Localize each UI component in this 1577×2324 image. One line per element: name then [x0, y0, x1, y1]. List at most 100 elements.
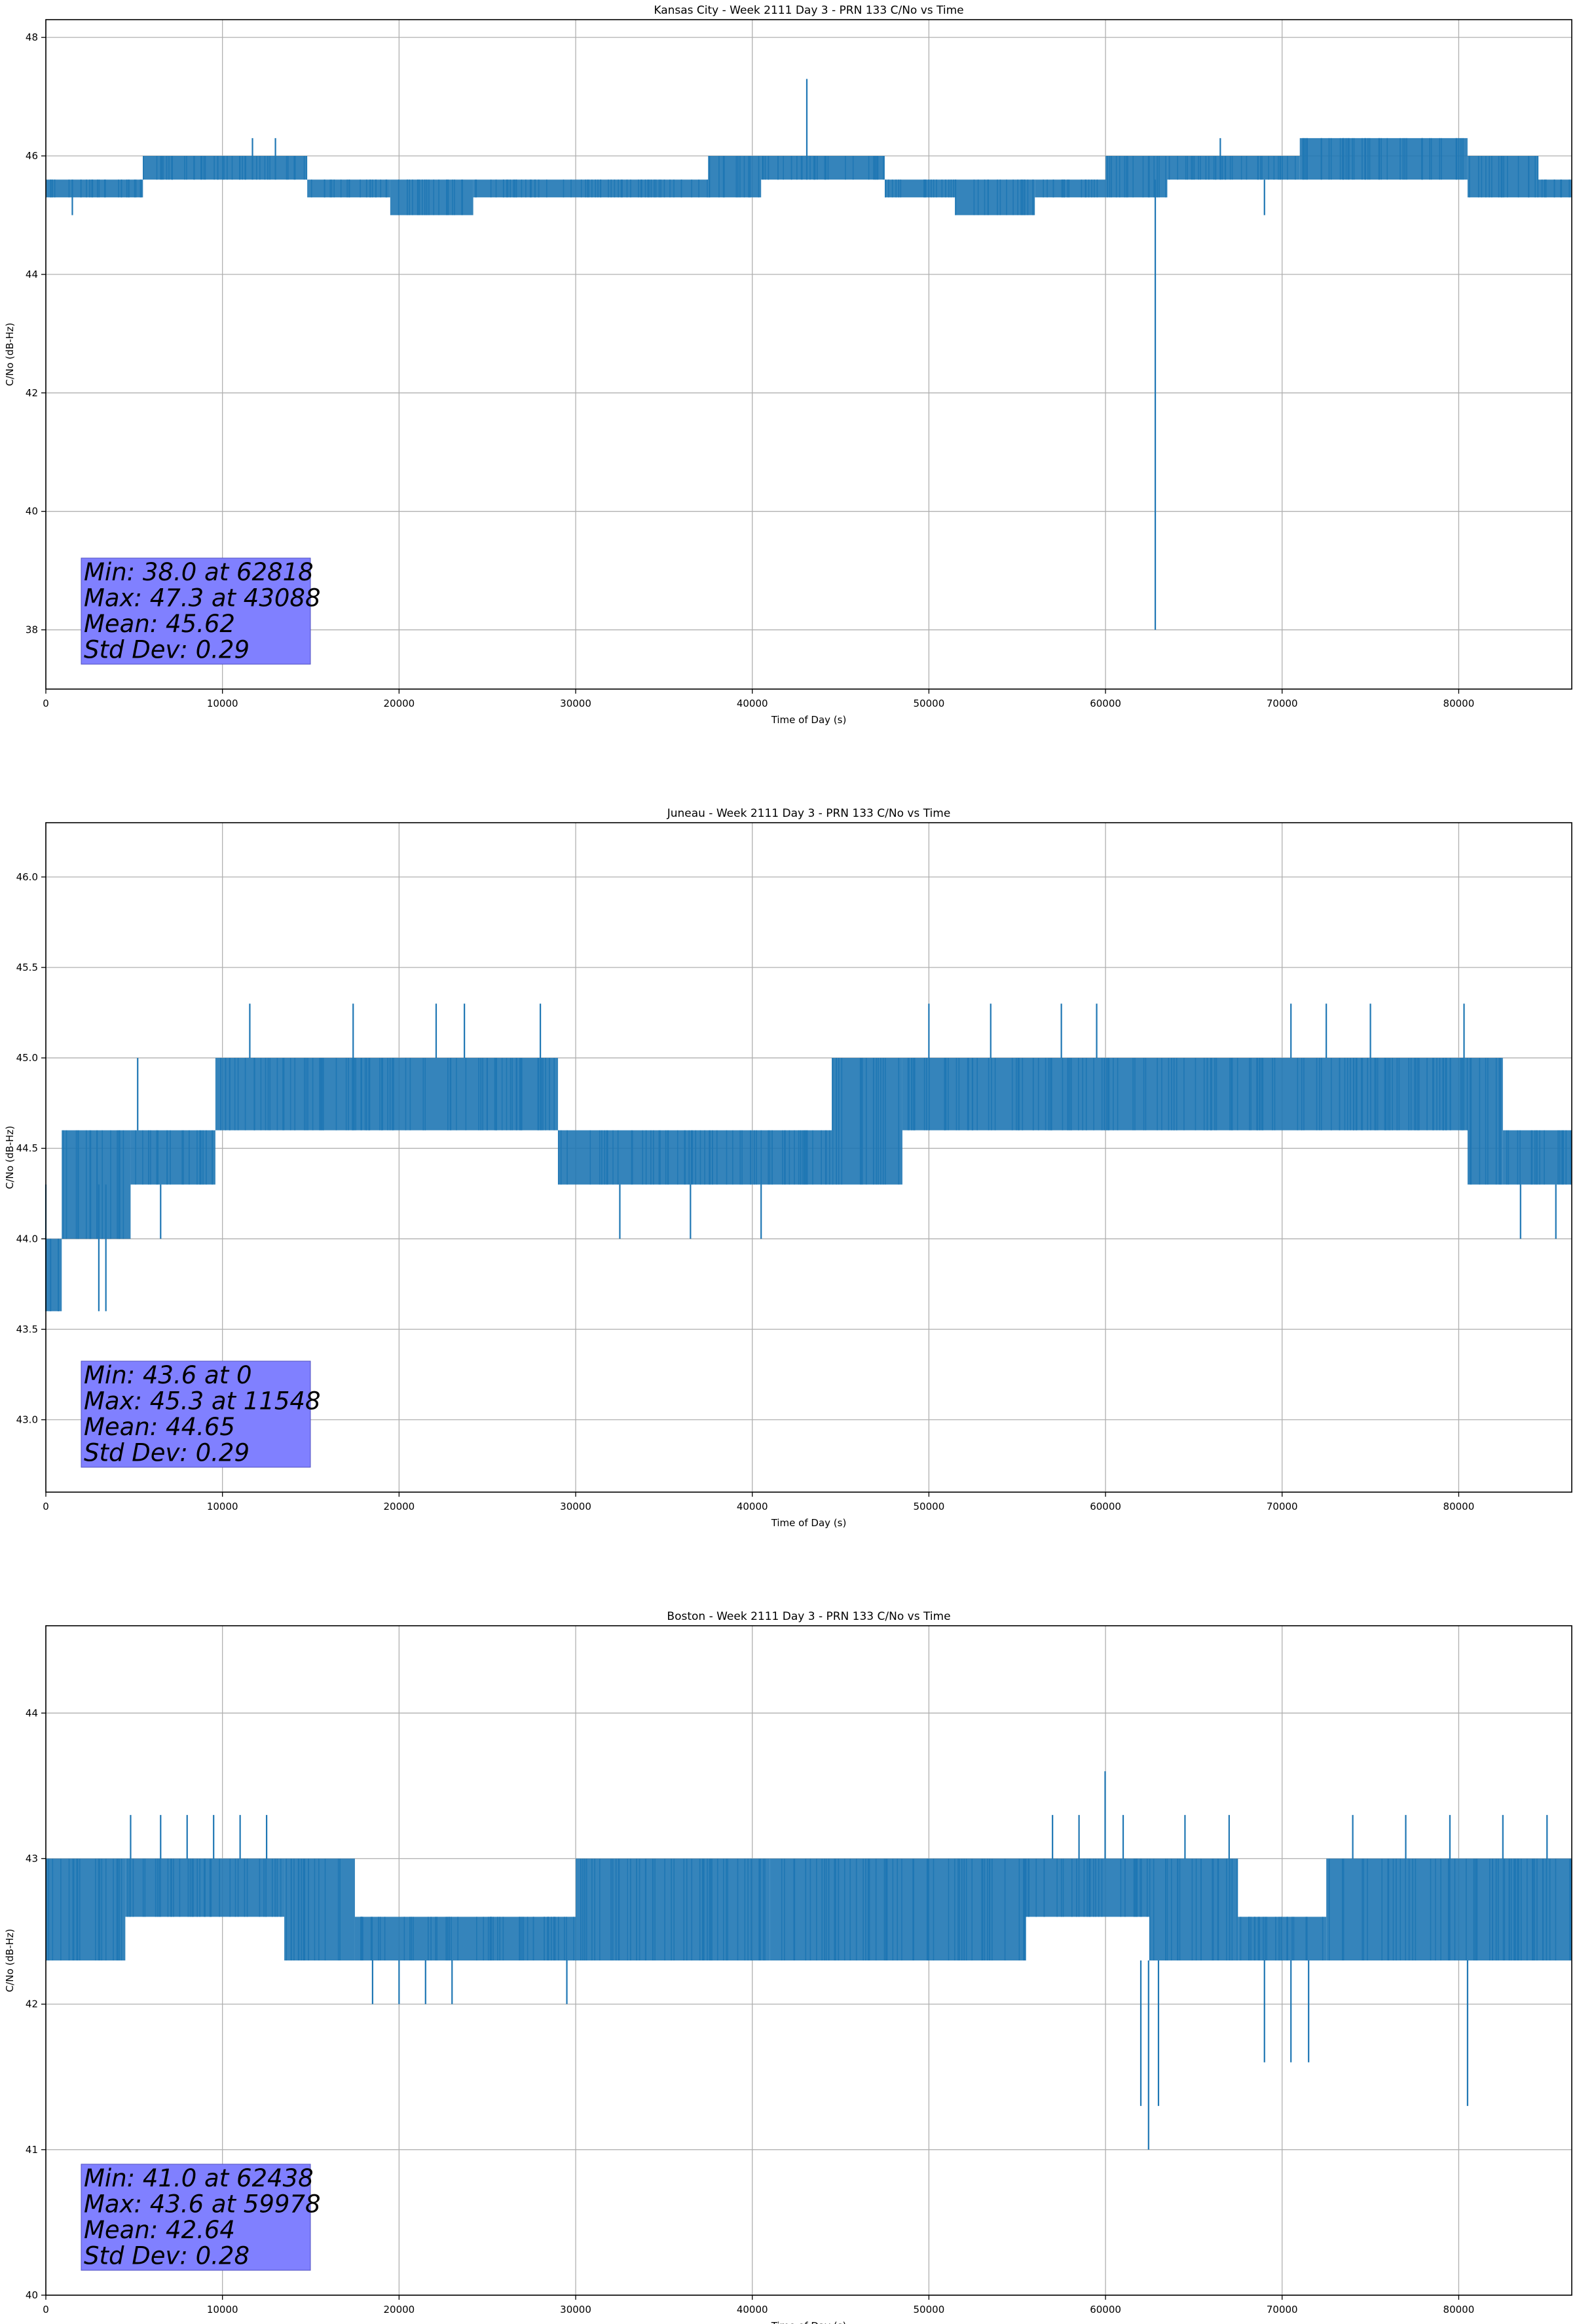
data-band — [628, 1858, 770, 1960]
stats-line: Std Dev: 0.29 — [84, 636, 250, 664]
data-band — [215, 1058, 559, 1131]
data-series — [46, 79, 1572, 630]
data-band — [1149, 1858, 1238, 1960]
x-tick-label: 30000 — [560, 698, 591, 709]
y-tick-label: 46 — [26, 150, 38, 162]
data-band — [1026, 1858, 1150, 1917]
stats-box — [81, 557, 311, 665]
x-tick-label: 70000 — [1267, 2304, 1298, 2315]
x-tick-label: 80000 — [1443, 1501, 1475, 1512]
data-band — [390, 179, 473, 216]
y-tick-label: 43 — [26, 1852, 38, 1864]
x-tick-label: 60000 — [1090, 2304, 1121, 2315]
y-tick-label: 44 — [26, 269, 38, 280]
stats-line: Mean: 44.65 — [84, 1413, 235, 1441]
x-tick-label: 20000 — [383, 698, 415, 709]
x-axis-label: Time of Day (s) — [771, 2320, 847, 2324]
data-band — [284, 1858, 355, 1960]
x-tick-label: 50000 — [914, 2304, 945, 2315]
data-series — [45, 1771, 1572, 2150]
stats-line: Max: 43.6 at 59978 — [84, 2190, 321, 2219]
data-series — [45, 1003, 1572, 1311]
data-band — [761, 156, 885, 180]
data-band — [832, 1058, 902, 1185]
chart-title: Juneau - Week 2111 Day 3 - PRN 133 C/No … — [667, 807, 951, 820]
y-tick-label: 43.0 — [16, 1414, 38, 1426]
x-tick-label: 10000 — [207, 1501, 238, 1512]
y-tick-label: 44 — [26, 1707, 38, 1719]
chart-panel-2: 0 10000 20000 30000 40000 50000 60000 70000 8000… — [4, 807, 1572, 1529]
stats-box — [81, 1360, 311, 1468]
x-tick-label: 20000 — [383, 1501, 415, 1512]
data-band — [884, 179, 955, 198]
x-tick-label: 30000 — [560, 1501, 591, 1512]
stats-line: Mean: 42.64 — [84, 2216, 235, 2244]
chart-panel-3: 0 10000 20000 30000 40000 50000 60000 70000 8000… — [4, 1610, 1572, 2324]
stats-box — [81, 2164, 311, 2271]
y-tick-label: 48 — [26, 31, 38, 43]
y-tick-label: 42 — [26, 1998, 38, 2010]
x-tick-label: 80000 — [1443, 698, 1475, 709]
x-tick-label: 40000 — [737, 698, 768, 709]
x-tick-label: 60000 — [1090, 1501, 1121, 1512]
stats-line: Std Dev: 0.28 — [84, 2242, 250, 2270]
x-tick-label: 70000 — [1267, 698, 1298, 709]
y-tick-label: 38 — [26, 624, 38, 636]
axes-frame — [45, 19, 1572, 690]
x-tick-label: 60000 — [1090, 698, 1121, 709]
y-tick-label: 44.0 — [16, 1233, 38, 1245]
y-tick-label: 45.5 — [16, 962, 38, 973]
data-band — [558, 1130, 832, 1185]
y-tick-label: 45.0 — [16, 1052, 38, 1064]
data-band — [1299, 138, 1468, 180]
data-band — [1105, 156, 1168, 198]
x-axis-label: Time of Day (s) — [771, 1517, 847, 1529]
data-band — [46, 1239, 62, 1311]
data-band — [1467, 156, 1538, 198]
chart-title: Kansas City - Week 2111 Day 3 - PRN 133 … — [654, 4, 963, 17]
x-tick-label: 70000 — [1267, 1501, 1298, 1512]
stats-line: Mean: 45.62 — [84, 610, 235, 638]
y-tick-label: 46.0 — [16, 871, 38, 883]
y-axis-label: C/No (dB-Hz) — [4, 1126, 16, 1190]
x-tick-label: 40000 — [737, 2304, 768, 2315]
stats-line: Min: 41.0 at 62438 — [84, 2164, 314, 2192]
data-band — [354, 1917, 576, 1960]
x-tick-label: 50000 — [914, 698, 945, 709]
x-tick-label: 10000 — [207, 698, 238, 709]
y-axis-label: C/No (dB-Hz) — [4, 323, 16, 386]
y-tick-label: 40 — [26, 506, 38, 517]
y-tick-label: 41 — [26, 2144, 38, 2156]
data-band — [1238, 1917, 1327, 1960]
stats-line: Min: 38.0 at 62818 — [84, 558, 314, 586]
x-tick-label: 30000 — [560, 2304, 591, 2315]
data-band — [46, 1858, 126, 1960]
x-tick-label: 0 — [43, 2304, 49, 2315]
y-tick-label: 44.5 — [16, 1142, 38, 1154]
axes-frame — [45, 822, 1572, 1493]
x-tick-label: 50000 — [914, 1501, 945, 1512]
y-tick-label: 40 — [26, 2289, 38, 2301]
stats-line: Max: 45.3 at 11548 — [84, 1387, 321, 1415]
x-tick-label: 10000 — [207, 2304, 238, 2315]
x-tick-label: 80000 — [1443, 2304, 1475, 2315]
stats-line: Std Dev: 0.29 — [84, 1439, 250, 1467]
data-band — [858, 1858, 1026, 1960]
x-tick-label: 0 — [43, 698, 49, 709]
data-band — [1167, 156, 1300, 180]
chart-panel-1: 0 10000 20000 30000 40000 50000 60000 70000 8000… — [4, 4, 1572, 726]
y-axis-label: C/No (dB-Hz) — [4, 1929, 16, 1993]
x-tick-label: 0 — [43, 1501, 49, 1512]
chart-title: Boston - Week 2111 Day 3 - PRN 133 C/No … — [667, 1610, 950, 1623]
stats-line: Min: 43.6 at 0 — [84, 1361, 252, 1389]
data-band — [708, 156, 762, 198]
y-tick-label: 43.5 — [16, 1323, 38, 1335]
y-tick-label: 42 — [26, 387, 38, 399]
axes-frame — [45, 1625, 1572, 2296]
stats-line: Max: 47.3 at 43088 — [84, 584, 321, 612]
x-tick-label: 40000 — [737, 1501, 768, 1512]
x-axis-label: Time of Day (s) — [771, 714, 847, 726]
data-band — [602, 179, 709, 198]
data-band — [576, 1858, 629, 1960]
